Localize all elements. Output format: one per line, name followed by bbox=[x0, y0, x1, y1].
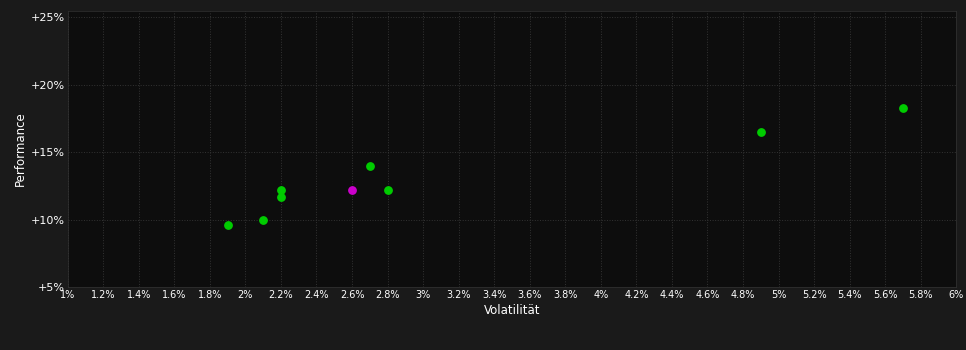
Point bbox=[255, 217, 270, 222]
Point bbox=[362, 163, 378, 168]
Point bbox=[273, 187, 289, 193]
Point bbox=[380, 187, 395, 193]
Point bbox=[344, 187, 359, 193]
Point bbox=[895, 105, 911, 110]
Point bbox=[273, 194, 289, 199]
X-axis label: Volatilität: Volatilität bbox=[484, 304, 540, 317]
Point bbox=[220, 222, 236, 228]
Y-axis label: Performance: Performance bbox=[14, 111, 26, 186]
Point bbox=[753, 129, 769, 135]
